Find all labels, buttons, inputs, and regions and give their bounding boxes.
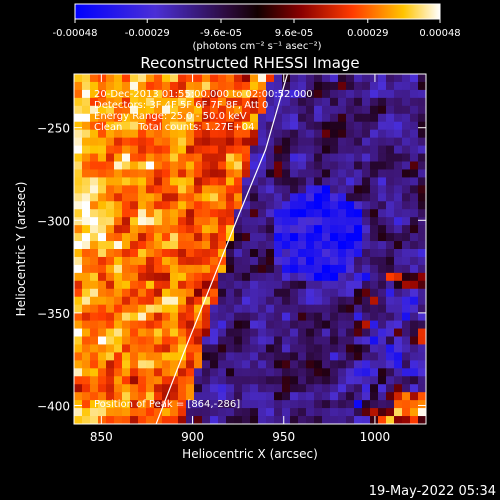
colorbar-ticks: -0.00048 -0.00029 -9.6e-05 9.6e-05 0.00029 0.… xyxy=(53,19,461,39)
colorbar-strip xyxy=(74,3,441,20)
colorbar-tick-label: -0.00048 xyxy=(53,28,98,39)
x-axis-label: Heliocentric X (arcsec) xyxy=(182,447,318,461)
x-tick-label: 1000 xyxy=(360,430,391,444)
annotation-line-4: Clean Total counts: 1.27E+04 xyxy=(94,122,254,133)
annotation-line-2: Detectors: 3F 4F 5F 6F 7F 8F, Att 0 xyxy=(94,100,268,111)
plot-frame xyxy=(73,73,427,425)
x-tick-label: 850 xyxy=(90,430,113,444)
y-axis-ticks: −250 −300 −350 −400 xyxy=(37,122,426,413)
chart-title: Reconstructed RHESSI Image xyxy=(140,54,359,72)
x-tick-label: 950 xyxy=(272,430,295,444)
colorbar-units-label: (photons cm⁻² s⁻¹ asec⁻²) xyxy=(192,41,321,52)
plot-area: 850 900 950 1000 −250 −300 −350 −400 20-Dec-20… xyxy=(37,73,427,444)
y-axis-label: Heliocentric Y (arcsec) xyxy=(14,182,28,317)
colorbar-tick-label: -9.6e-05 xyxy=(200,28,242,39)
y-tick-label: −250 xyxy=(37,122,70,136)
annotation-line-1: 20-Dec-2013 01:55:00.000 to 02:00:52.000 xyxy=(94,89,313,100)
x-axis-ticks: 850 900 950 1000 xyxy=(90,74,390,444)
y-tick-label: −300 xyxy=(37,214,70,228)
colorbar-tick-label: 0.00029 xyxy=(347,28,388,39)
y-tick-label: −350 xyxy=(37,307,70,321)
colorbar-tick-label: 9.6e-05 xyxy=(275,28,313,39)
colorbar-tick-label: 0.00048 xyxy=(419,28,460,39)
heatmap xyxy=(74,74,426,424)
footer-timestamp: 19-May-2022 05:34 xyxy=(369,484,496,499)
colorbar: -0.00048 -0.00029 -9.6e-05 9.6e-05 0.00029 0.… xyxy=(53,3,461,52)
colorbar-tick-label: -0.00029 xyxy=(125,28,170,39)
annotation-line-3: Energy Range: 25.0 - 50.0 keV xyxy=(94,111,247,122)
peak-position-label: Position of Peak = [864,-286] xyxy=(94,399,240,410)
x-tick-label: 900 xyxy=(181,430,204,444)
solar-limb-curve xyxy=(155,74,288,424)
y-tick-label: −400 xyxy=(37,399,70,413)
